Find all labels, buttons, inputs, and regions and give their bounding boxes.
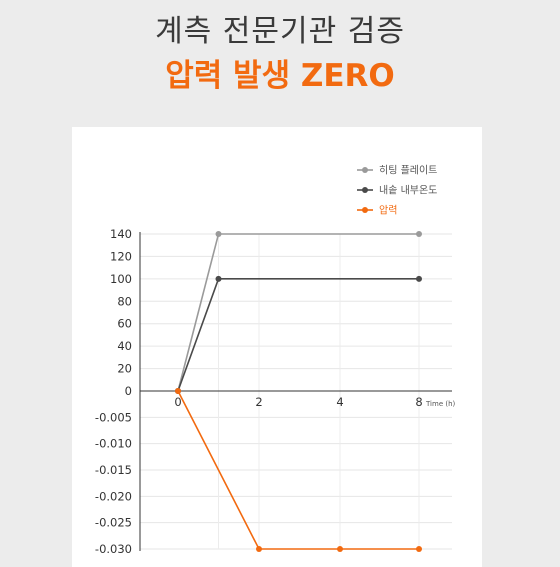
y-tick-label: 100 xyxy=(110,272,132,286)
line-chart: 020406080100120140-0.005-0.010-0.015-0.0… xyxy=(95,165,456,557)
y-tick-label: -0.020 xyxy=(95,489,132,503)
data-point xyxy=(175,388,181,394)
legend-label: 내솥 내부온도 xyxy=(379,185,437,197)
series-line xyxy=(177,390,419,550)
y-tick-label: -0.005 xyxy=(95,410,132,424)
chart-card: 0 20 40 60 80 100 120 140 -0.005 -0.010 -0.015 -0.0… xyxy=(72,127,482,567)
y-tick-label: 0 xyxy=(125,384,132,398)
y-tick-label: -0.025 xyxy=(95,516,132,530)
data-point xyxy=(215,275,222,282)
x-tick-label: 0 xyxy=(174,395,181,409)
data-point xyxy=(256,546,262,552)
legend-swatch-marker xyxy=(362,207,368,213)
y-tick-label: -0.030 xyxy=(95,542,132,556)
y-tick-label: 140 xyxy=(110,227,132,241)
series-line xyxy=(177,278,419,392)
series-line xyxy=(177,233,419,392)
y-tick-label: 40 xyxy=(117,339,132,353)
y-tick-label: -0.010 xyxy=(95,437,132,451)
x-tick-label: 4 xyxy=(336,395,343,409)
y-tick-label: -0.015 xyxy=(95,463,132,477)
data-point xyxy=(416,231,422,237)
y-tick-label: 60 xyxy=(117,317,132,331)
page-subtitle: 압력 발생 ZERO xyxy=(165,58,395,94)
legend-label: 압력 xyxy=(379,204,397,217)
legend-label: 히팅 플레이트 xyxy=(379,165,437,177)
legend-swatch-marker xyxy=(362,187,368,193)
data-point xyxy=(337,546,343,552)
y-tick-label: 80 xyxy=(117,294,132,308)
data-point xyxy=(215,231,222,237)
x-tick-label: 2 xyxy=(255,395,262,409)
data-point xyxy=(416,546,422,552)
page-title: 계측 전문기관 검증 xyxy=(155,14,405,49)
x-tick-label: 8 xyxy=(415,395,422,409)
y-tick-label: 20 xyxy=(117,362,132,376)
x-axis-unit-label: Time (h) xyxy=(425,400,456,408)
legend-swatch-marker xyxy=(362,167,368,173)
y-tick-label: 120 xyxy=(110,249,132,263)
data-point xyxy=(416,275,422,282)
